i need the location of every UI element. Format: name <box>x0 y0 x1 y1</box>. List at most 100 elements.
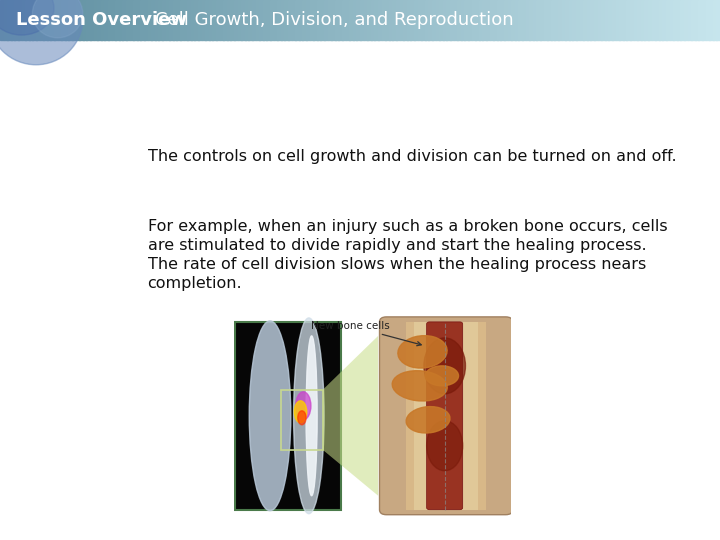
Bar <box>418 0 422 40</box>
Bar <box>446 0 451 40</box>
Bar <box>7 0 12 40</box>
Bar <box>594 0 598 40</box>
Bar <box>144 0 148 40</box>
Bar <box>652 0 656 40</box>
Bar <box>468 0 472 40</box>
Bar <box>533 0 537 40</box>
Bar <box>335 0 339 40</box>
Bar <box>320 0 325 40</box>
Bar <box>119 0 123 40</box>
Ellipse shape <box>398 336 447 368</box>
Bar <box>421 0 426 40</box>
Bar <box>439 0 444 40</box>
Bar <box>158 0 163 40</box>
Bar <box>558 0 562 40</box>
Bar <box>108 0 112 40</box>
Bar <box>86 0 91 40</box>
Bar <box>216 0 220 40</box>
Bar <box>382 0 386 40</box>
Bar <box>425 0 429 40</box>
Bar <box>522 0 526 40</box>
Bar <box>598 0 602 40</box>
Bar <box>25 0 30 40</box>
Bar <box>479 0 483 40</box>
Bar <box>641 0 645 40</box>
Bar <box>238 0 242 40</box>
Bar <box>698 0 703 40</box>
Bar <box>569 0 573 40</box>
Ellipse shape <box>298 411 306 425</box>
Bar <box>353 0 357 40</box>
Bar <box>367 0 372 40</box>
Bar <box>130 0 134 40</box>
Bar <box>497 0 501 40</box>
Ellipse shape <box>392 370 447 401</box>
Text: The controls on cell growth and division can be turned on and off.: The controls on cell growth and division… <box>148 148 676 164</box>
Bar <box>428 0 433 40</box>
Bar <box>202 0 206 40</box>
FancyBboxPatch shape <box>406 322 486 510</box>
Ellipse shape <box>0 0 54 35</box>
Bar <box>590 0 595 40</box>
FancyBboxPatch shape <box>414 322 478 510</box>
Bar <box>97 0 102 40</box>
Bar <box>310 0 314 40</box>
Bar <box>313 0 318 40</box>
Bar <box>32 0 37 40</box>
Bar <box>126 0 130 40</box>
Bar <box>378 0 382 40</box>
Bar <box>338 0 343 40</box>
Bar <box>637 0 642 40</box>
Bar <box>83 0 87 40</box>
Bar <box>385 0 390 40</box>
Bar <box>169 0 174 40</box>
Bar <box>677 0 681 40</box>
Bar <box>79 0 84 40</box>
Bar <box>18 0 22 40</box>
Bar <box>14 0 19 40</box>
FancyBboxPatch shape <box>235 322 341 510</box>
Bar <box>230 0 235 40</box>
Bar <box>68 0 73 40</box>
Bar <box>173 0 177 40</box>
Ellipse shape <box>294 318 324 514</box>
Bar <box>673 0 678 40</box>
Bar <box>356 0 361 40</box>
Bar <box>317 0 321 40</box>
Bar <box>36 0 40 40</box>
Bar <box>61 0 66 40</box>
Bar <box>220 0 224 40</box>
Bar <box>490 0 494 40</box>
Bar <box>713 0 717 40</box>
Bar <box>565 0 570 40</box>
Bar <box>4 0 8 40</box>
Bar <box>115 0 120 40</box>
Bar <box>605 0 609 40</box>
Bar <box>554 0 559 40</box>
Bar <box>209 0 213 40</box>
Ellipse shape <box>294 401 307 423</box>
Ellipse shape <box>427 421 463 471</box>
Bar <box>443 0 447 40</box>
Bar <box>288 0 292 40</box>
Bar <box>137 0 141 40</box>
Bar <box>277 0 282 40</box>
Bar <box>176 0 181 40</box>
Bar <box>274 0 278 40</box>
Bar <box>331 0 336 40</box>
Text: Cell Growth, Division, and Reproduction: Cell Growth, Division, and Reproduction <box>155 11 513 29</box>
Bar <box>58 0 62 40</box>
Bar <box>486 0 490 40</box>
Bar <box>414 0 418 40</box>
Bar <box>90 0 94 40</box>
Bar <box>212 0 217 40</box>
Bar <box>493 0 498 40</box>
Bar <box>457 0 462 40</box>
Bar <box>562 0 566 40</box>
Bar <box>396 0 400 40</box>
Bar <box>623 0 627 40</box>
Bar <box>50 0 55 40</box>
Bar <box>511 0 516 40</box>
Bar <box>54 0 58 40</box>
Bar <box>122 0 127 40</box>
